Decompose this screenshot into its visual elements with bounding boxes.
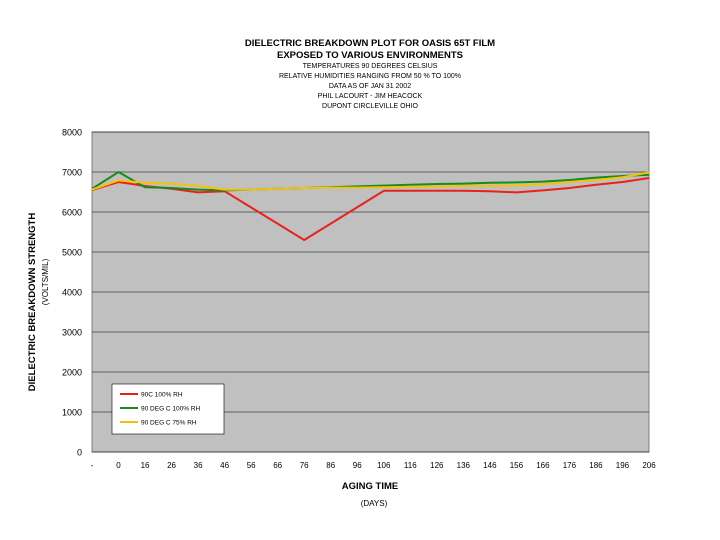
legend-label: 90 DEG C 100% RH — [141, 406, 201, 413]
y-tick-label: 3000 — [62, 328, 82, 338]
y-axis-label: DIELECTRIC BREAKDOWN STRENGTH — [27, 213, 38, 392]
chart-note: RELATIVE HUMIDITIES RANGING FROM 50 % TO… — [278, 73, 462, 80]
x-tick-label: 176 — [563, 461, 577, 470]
x-tick-label: - — [91, 461, 94, 470]
x-tick-label: 86 — [326, 461, 335, 470]
y-tick-label: 2000 — [62, 368, 82, 378]
legend-label: 90C 100% RH — [141, 392, 183, 399]
x-tick-label: 56 — [247, 461, 256, 470]
x-tick-label: 36 — [194, 461, 203, 470]
x-tick-label: 66 — [273, 461, 282, 470]
x-tick-label: 146 — [483, 461, 497, 470]
legend-label: 90 DEG C 75% RH — [141, 420, 197, 427]
x-tick-label: 166 — [536, 461, 550, 470]
chart-note: PHIL LACOURT - JIM HEACOCK — [317, 93, 423, 100]
y-tick-label: 0 — [77, 448, 82, 458]
x-tick-label: 156 — [510, 461, 524, 470]
x-tick-label: 16 — [141, 461, 150, 470]
y-axis-unit: (VOLTS/MIL) — [41, 258, 50, 305]
chart-title-block: DIELECTRIC BREAKDOWN PLOT FOR OASIS 65T … — [180, 38, 560, 112]
x-tick-label: 106 — [377, 461, 391, 470]
chart-title: DIELECTRIC BREAKDOWN PLOT FOR OASIS 65T … — [244, 38, 496, 49]
x-tick-label: 186 — [589, 461, 603, 470]
y-tick-labels: 0 1000 2000 3000 4000 5000 6000 7000 8000 — [62, 128, 82, 458]
x-tick-label: 196 — [616, 461, 630, 470]
y-tick-label: 5000 — [62, 248, 82, 258]
x-tick-label: 206 — [642, 461, 656, 470]
series-line — [91, 171, 650, 192]
x-tick-label: 0 — [116, 461, 121, 470]
chart-note: DUPONT CIRCLEVILLE OHIO — [322, 103, 418, 110]
x-tick-label: 46 — [220, 461, 229, 470]
y-tick-label: 7000 — [62, 168, 82, 178]
legend: 90C 100% RH 90 DEG C 100% RH 90 DEG C 75% … — [111, 383, 225, 435]
chart-note: DATA AS OF JAN 31 2002 — [328, 83, 412, 90]
chart-subtitle: EXPOSED TO VARIOUS ENVIRONMENTS — [277, 50, 463, 61]
series-line — [91, 171, 650, 191]
legend-box — [111, 383, 225, 435]
y-tick-label: 1000 — [62, 408, 82, 418]
x-tick-labels: - 0 16 26 36 46 56 66 76 86 96 106 116 126 136 146 156 16… — [91, 461, 657, 470]
x-tick-label: 116 — [404, 461, 417, 470]
y-tick-label: 6000 — [62, 208, 82, 218]
x-tick-label: 76 — [300, 461, 309, 470]
y-tick-label: 4000 — [62, 288, 82, 298]
x-tick-label: 96 — [353, 461, 362, 470]
series-layer — [91, 171, 650, 241]
grid-lines — [92, 131, 649, 453]
x-axis-unit: (DAYS) — [361, 499, 388, 508]
x-tick-label: 136 — [457, 461, 471, 470]
x-axis-label: AGING TIME — [342, 481, 398, 492]
x-tick-label: 126 — [430, 461, 444, 470]
chart-note: TEMPERATURES 90 DEGREES CELSIUS — [302, 63, 438, 70]
y-tick-label: 8000 — [62, 128, 82, 138]
x-tick-label: 26 — [167, 461, 176, 470]
